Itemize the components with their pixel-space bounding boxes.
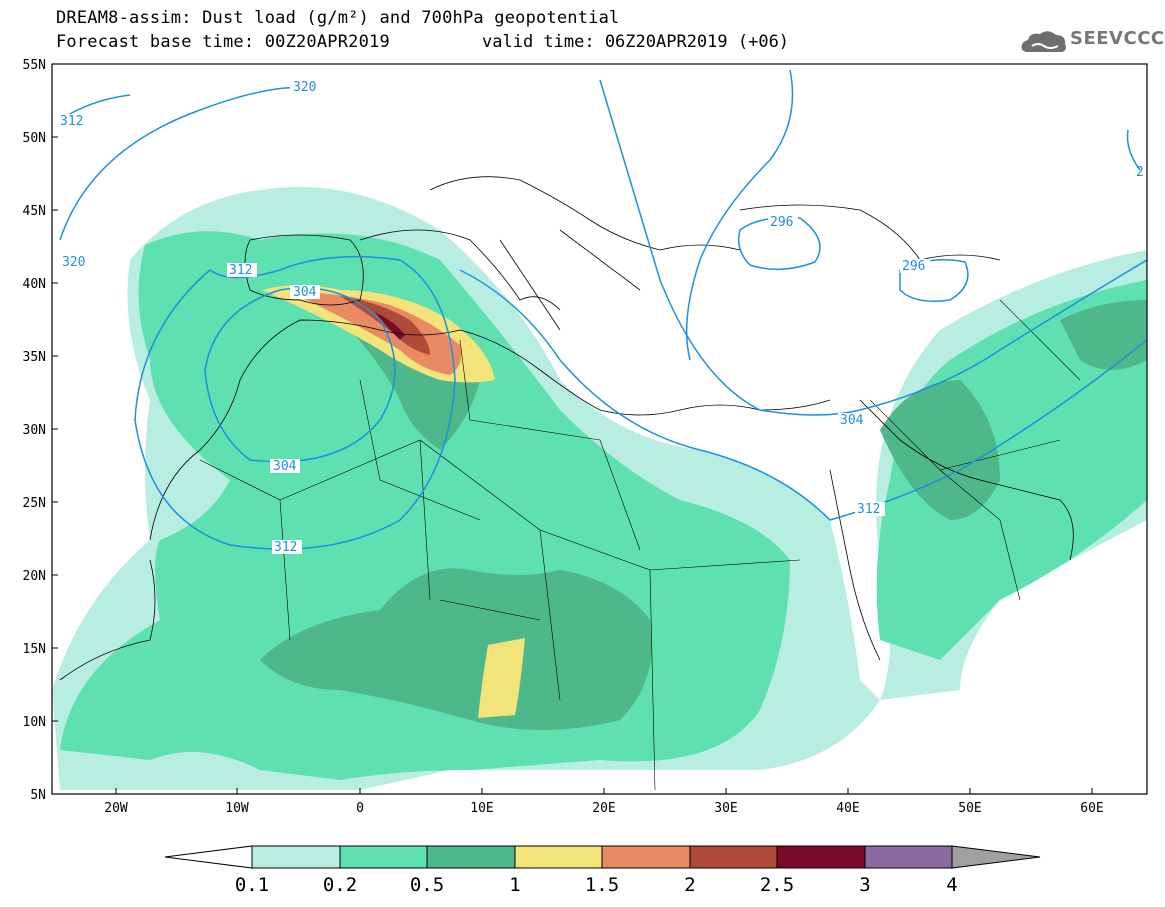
colorbar-swatch bbox=[251, 845, 341, 869]
contour-label: 2 bbox=[1136, 165, 1144, 180]
contour-label: 320 bbox=[62, 255, 85, 270]
colorbar-swatch bbox=[601, 845, 691, 869]
lon-label: 10E bbox=[470, 801, 493, 816]
colorbar-ticks: 0.1 0.2 0.5 1 1.5 2 2.5 3 4 bbox=[235, 874, 958, 896]
colorbar-tick: 0.1 bbox=[235, 874, 269, 896]
contour-labels: 320 312 320 312 304 304 312 296 296 304 … bbox=[58, 80, 1144, 555]
contour-label: 304 bbox=[840, 413, 864, 428]
lat-label: 55N bbox=[23, 58, 46, 73]
colorbar-tick: 1.5 bbox=[585, 874, 619, 896]
colorbar-tick: 0.2 bbox=[323, 874, 357, 896]
longitude-ticks bbox=[115, 788, 1093, 794]
colorbar-swatch bbox=[339, 845, 428, 869]
dust-level-0.5-east bbox=[880, 380, 1000, 520]
contour-label: 296 bbox=[902, 259, 925, 274]
lat-label: 25N bbox=[23, 496, 46, 511]
colorbar-swatch bbox=[864, 845, 953, 869]
dust-level-2 bbox=[340, 296, 430, 355]
colorbar-legend bbox=[164, 845, 1041, 869]
colorbar-min-arrow bbox=[164, 845, 253, 869]
colorbar-max-arrow bbox=[951, 845, 1041, 869]
colorbar-tick: 4 bbox=[946, 874, 957, 896]
dust-level-0.5 bbox=[260, 568, 652, 730]
colorbar-tick: 2.5 bbox=[760, 874, 794, 896]
lon-label: 10W bbox=[225, 801, 249, 816]
contour-label: 312 bbox=[60, 114, 83, 129]
latitude-ticks bbox=[52, 136, 58, 722]
lon-label: 40E bbox=[836, 801, 859, 816]
colorbar-tick: 2 bbox=[684, 874, 695, 896]
dust-level-0.2-east bbox=[876, 280, 1147, 660]
contour-label: 312 bbox=[274, 540, 297, 555]
lat-label: 40N bbox=[23, 277, 46, 292]
lon-label: 20E bbox=[592, 801, 615, 816]
valid-time: valid time: 06Z20APR2019 (+06) bbox=[482, 32, 790, 52]
lat-label: 5N bbox=[30, 788, 46, 803]
contour-label: 312 bbox=[857, 502, 880, 517]
colorbar-tick: 1 bbox=[509, 874, 520, 896]
lat-label: 35N bbox=[23, 350, 46, 365]
lat-label: 45N bbox=[23, 204, 46, 219]
lon-label: 20W bbox=[104, 801, 128, 816]
dust-level-0.5-ne bbox=[1060, 300, 1147, 370]
longitude-axis: 20W 10W 0 10E 20E 30E 40E 50E 60E bbox=[104, 801, 1103, 816]
colorbar-swatch bbox=[426, 845, 516, 869]
lat-label: 10N bbox=[23, 715, 46, 730]
coastlines bbox=[59, 176, 1074, 681]
contour-label: 320 bbox=[293, 80, 316, 95]
cloud-icon bbox=[1021, 31, 1066, 52]
dust-shading bbox=[52, 186, 1147, 791]
lat-label: 20N bbox=[23, 569, 46, 584]
dust-level-1.5 bbox=[290, 292, 462, 375]
dust-level-1-south bbox=[478, 638, 525, 718]
contour-label: 296 bbox=[770, 215, 793, 230]
latitude-axis: 55N 50N 45N 40N 35N 30N 25N 20N 15N 10N … bbox=[23, 58, 46, 803]
lon-label: 50E bbox=[958, 801, 981, 816]
colorbar-swatch bbox=[689, 845, 778, 869]
contour-label: 312 bbox=[229, 263, 252, 278]
lat-label: 15N bbox=[23, 642, 46, 657]
dust-level-3 bbox=[375, 312, 405, 340]
colorbar-tick: 0.5 bbox=[410, 874, 444, 896]
lat-label: 50N bbox=[23, 131, 46, 146]
contour-label: 304 bbox=[293, 285, 317, 300]
seevccc-logo-text: SEEVCCC bbox=[1070, 28, 1165, 49]
map-title: DREAM8-assim: Dust load (g/m²) and 700hP… bbox=[56, 8, 620, 28]
lon-label: 60E bbox=[1080, 801, 1103, 816]
colorbar-swatch bbox=[514, 845, 603, 869]
forecast-base-time: Forecast base time: 00Z20APR2019 bbox=[56, 32, 390, 52]
colorbar-swatch bbox=[776, 845, 866, 869]
country-borders bbox=[199, 299, 1081, 791]
contour-label: 304 bbox=[273, 459, 297, 474]
colorbar-tick: 3 bbox=[859, 874, 870, 896]
lat-label: 30N bbox=[23, 423, 46, 438]
lon-label: 0 bbox=[356, 801, 364, 816]
lon-label: 30E bbox=[714, 801, 737, 816]
